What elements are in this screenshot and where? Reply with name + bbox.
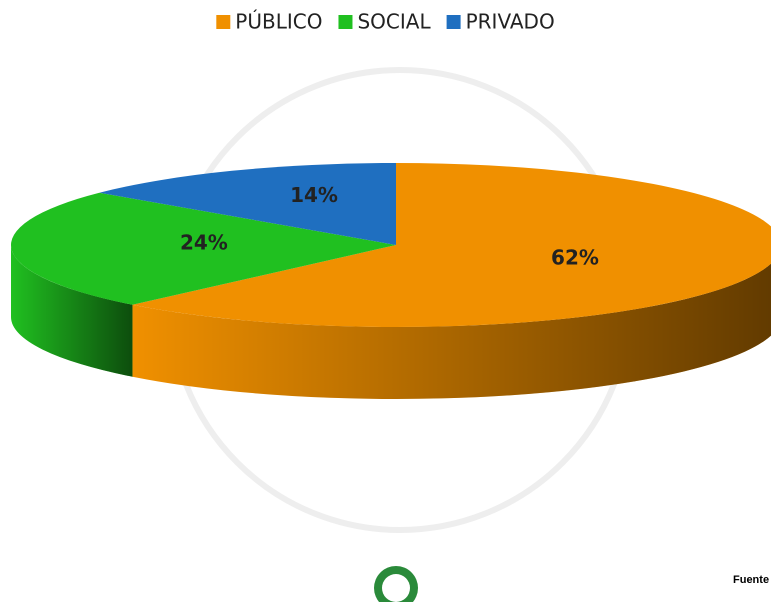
slice bbox=[132, 163, 771, 327]
data-labels: 62% 24% 14% bbox=[180, 183, 599, 270]
legend: PÚBLICO SOCIAL PRIVADO bbox=[216, 10, 555, 34]
pie-sides bbox=[11, 245, 771, 399]
logo bbox=[374, 566, 418, 602]
data-label: 24% bbox=[180, 231, 228, 255]
legend-swatch bbox=[338, 15, 353, 29]
source: Fuente bbox=[733, 574, 769, 586]
slice bbox=[99, 163, 396, 245]
slice-side-shade bbox=[11, 245, 133, 377]
legend-swatch bbox=[446, 15, 461, 29]
legend-label: PRIVADO bbox=[466, 10, 555, 34]
legend-label: SOCIAL bbox=[357, 10, 431, 34]
data-label: 62% bbox=[551, 246, 599, 270]
slice-side-shade bbox=[132, 263, 771, 399]
legend-swatch bbox=[216, 15, 231, 29]
data-label: 14% bbox=[290, 183, 338, 207]
legend-label: PÚBLICO bbox=[235, 10, 322, 34]
slice bbox=[11, 192, 396, 305]
pie-tops bbox=[11, 163, 771, 327]
